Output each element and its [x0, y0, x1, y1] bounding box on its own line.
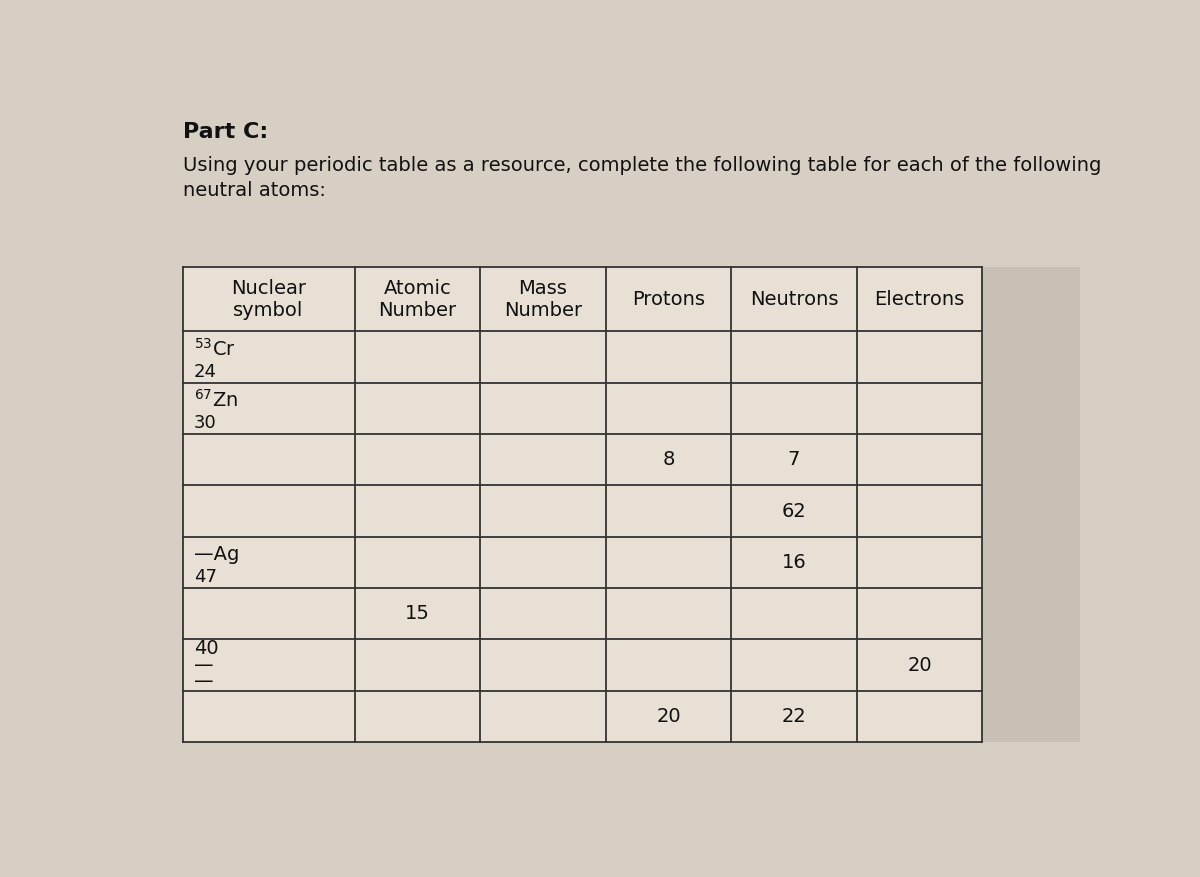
Text: 20: 20 [907, 655, 932, 674]
Text: Electrons: Electrons [875, 290, 965, 309]
Text: —Ag: —Ag [193, 545, 239, 564]
Text: $^{53}$Cr: $^{53}$Cr [193, 338, 235, 360]
Text: 24: 24 [193, 363, 217, 381]
Bar [182, 639, 983, 691]
Text: 8: 8 [662, 450, 674, 469]
Text: 20: 20 [656, 707, 680, 726]
Text: 40: 40 [193, 638, 218, 658]
Text: Nuclear
symbol: Nuclear symbol [232, 279, 306, 320]
Text: 7: 7 [788, 450, 800, 469]
Text: 15: 15 [404, 604, 430, 624]
Bar [182, 434, 983, 486]
Text: 22: 22 [781, 707, 806, 726]
Text: Part C:: Part C: [182, 122, 268, 142]
Text: 30: 30 [193, 414, 216, 432]
Bar [182, 691, 983, 742]
Text: 47: 47 [193, 568, 217, 586]
Bar [182, 588, 983, 639]
Bar [182, 267, 983, 332]
Text: —: — [193, 655, 214, 674]
Text: 16: 16 [781, 553, 806, 572]
Text: Atomic
Number: Atomic Number [378, 279, 456, 320]
Text: Neutrons: Neutrons [750, 290, 839, 309]
Text: Using your periodic table as a resource, complete the following table for each o: Using your periodic table as a resource,… [182, 156, 1100, 200]
Bar [182, 486, 983, 537]
Bar [182, 382, 983, 434]
Text: Mass
Number: Mass Number [504, 279, 582, 320]
Bar [182, 332, 983, 382]
Text: 62: 62 [781, 502, 806, 521]
Text: —: — [193, 673, 214, 691]
Bar [182, 537, 983, 588]
Text: Protons: Protons [632, 290, 704, 309]
Text: $^{67}$Zn: $^{67}$Zn [193, 389, 238, 411]
